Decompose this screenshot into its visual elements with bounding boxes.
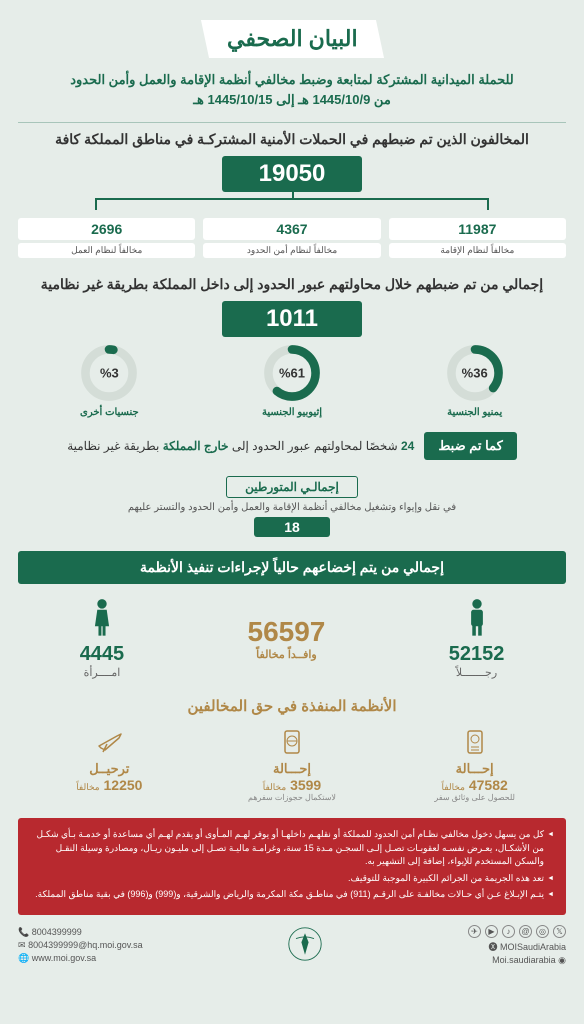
- enforcement-bar: إجمالي من يتم إخضاعهم حالياً لإجراءات تن…: [18, 551, 566, 584]
- involved-desc: في نقل وإيواء وتشغيل مخالفي أنظمة الإقام…: [18, 502, 566, 513]
- passport-icon: [383, 727, 566, 757]
- border-out-text: 24 شخصًا لمحاولتهم عبور الحدود إلى خارج …: [67, 439, 414, 453]
- donut-item: %3 جنسيات أخرى: [79, 343, 139, 418]
- stat-men: 52152 رجـــــــلاً: [449, 598, 505, 679]
- woman-icon: [89, 598, 115, 638]
- donut-item: %61 إثيوبيو الجنسية: [262, 343, 322, 418]
- violators-total: 19050: [222, 156, 362, 192]
- stat-women: 4445 امــــرأة: [80, 598, 125, 679]
- stat-item: 2696 مخالفاً لنظام العمل: [18, 218, 195, 258]
- emblem: [287, 926, 323, 964]
- warning-box: كل من يسهل دخول مخالفي نظـام أمن الحدود …: [18, 818, 566, 915]
- donut-row: %36 يمنيو الجنسية %61 إثيوبيو الجنسية %3: [18, 343, 566, 418]
- ticket-icon: [201, 727, 384, 757]
- actions-title: الأنظمة المنفذة في حق المخالفين: [18, 697, 566, 715]
- actions-row: إحـــالة 47582 مخالفاً للحصول على وثائق …: [18, 727, 566, 802]
- footer-social: 𝕏 ◎ @ ♪ ▶ ✈ 🅧 MOISaudiArabia ◉ Moi.saudi…: [468, 925, 566, 966]
- youtube-icon: ▶: [485, 925, 498, 938]
- man-icon: [464, 598, 490, 638]
- violators-title: المخالفون الذين تم ضبطهم في الحملات الأم…: [18, 131, 566, 148]
- border-out-row: كما تم ضبط 24 شخصًا لمحاولتهم عبور الحدو…: [18, 432, 566, 460]
- involved-value: 18: [18, 517, 566, 537]
- telegram-icon: ✈: [468, 925, 481, 938]
- warning-line: كل من يسهل دخول مخالفي نظـام أمن الحدود …: [30, 828, 554, 869]
- plane-icon: [18, 727, 201, 757]
- footer: 𝕏 ◎ @ ♪ ▶ ✈ 🅧 MOISaudiArabia ◉ Moi.saudi…: [18, 925, 566, 966]
- date-range: من 1445/10/9 هـ إلى 1445/10/15 هـ: [18, 92, 566, 108]
- action-item: ترحيــل 12250 مخالفاً: [18, 727, 201, 802]
- warning-line: يتـم الإبـلاغ عـن أي حـالات مخالفـة على …: [30, 888, 554, 902]
- title-banner: البيان الصحفي: [18, 20, 566, 58]
- badge-caught: كما تم ضبط: [424, 432, 516, 460]
- instagram-icon: ◎: [536, 925, 549, 938]
- involved-title: إجمالـي المتورطين: [18, 476, 566, 498]
- border-in-title: إجمالي من تم ضبطهم خلال محاولتهم عبور ال…: [18, 276, 566, 293]
- footer-contact: 📞 8004399999 ✉ 8004399999@hq.moi.gov.sa …: [18, 927, 143, 964]
- stat-total: 56597 وافــداً مخالفاً: [248, 616, 326, 661]
- enforcement-row: 52152 رجـــــــلاً 56597 وافــداً مخالفا…: [18, 598, 566, 679]
- warning-line: تعد هذه الجريمة من الجرائم الكبيرة الموج…: [30, 872, 554, 886]
- action-item: إحـــالة 3599 مخالفاً لاستكمال حجوزات سف…: [201, 727, 384, 802]
- border-in-total: 1011: [222, 301, 362, 337]
- page-title: البيان الصحفي: [227, 26, 358, 52]
- tiktok-icon: ♪: [502, 925, 515, 938]
- stat-item: 4367 مخالفاً لنظام أمن الحدود: [203, 218, 380, 258]
- subtitle: للحملة الميدانية المشتركة لمتابعة وضبط م…: [18, 72, 566, 88]
- stat-item: 11987 مخالفاً لنظام الإقامة: [389, 218, 566, 258]
- action-item: إحـــالة 47582 مخالفاً للحصول على وثائق …: [383, 727, 566, 802]
- threads-icon: @: [519, 925, 532, 938]
- violators-breakdown: 11987 مخالفاً لنظام الإقامة 4367 مخالفاً…: [18, 218, 566, 258]
- donut-item: %36 يمنيو الجنسية: [445, 343, 505, 418]
- x-icon: 𝕏: [553, 925, 566, 938]
